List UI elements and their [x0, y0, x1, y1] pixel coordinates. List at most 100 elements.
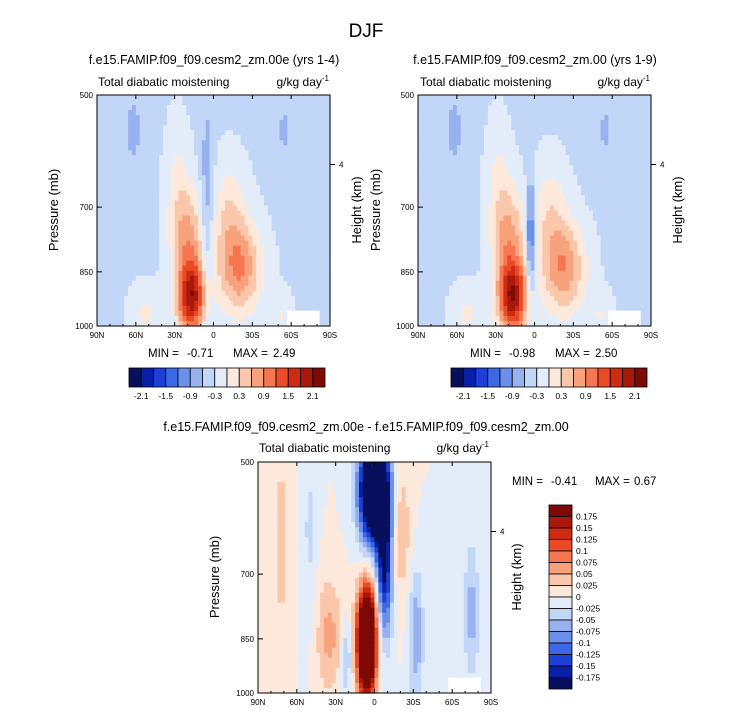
- heatmap-cell: [635, 115, 640, 121]
- heatmap-cell: [275, 240, 281, 247]
- heatmap-cell: [322, 270, 327, 277]
- heatmap-cell: [452, 150, 458, 156]
- heatmap-cell: [557, 150, 563, 156]
- heatmap-cell: [174, 260, 180, 267]
- heatmap-cell: [581, 205, 586, 212]
- heatmap-cell: [425, 230, 431, 237]
- heatmap-cell: [100, 235, 106, 242]
- heatmap-cell: [163, 295, 168, 302]
- heatmap-cell: [112, 125, 118, 131]
- heatmap-cell: [584, 180, 590, 186]
- heatmap-cell: [236, 120, 242, 126]
- heatmap-cell: [616, 145, 621, 151]
- heatmap-cell: [643, 120, 648, 126]
- heatmap-cell: [151, 255, 156, 262]
- heatmap-cell: [577, 170, 582, 176]
- heatmap-cell: [639, 165, 644, 171]
- heatmap-cell: [244, 175, 250, 181]
- heatmap-cell: [232, 235, 238, 242]
- heatmap-cell: [421, 115, 427, 121]
- heatmap-cell: [217, 145, 222, 151]
- heatmap-cell: [631, 110, 637, 116]
- heatmap-cell: [425, 245, 431, 252]
- heatmap-cell: [627, 205, 633, 212]
- heatmap-cell: [623, 125, 629, 131]
- heatmap-cell: [565, 140, 571, 146]
- heatmap-cell: [468, 110, 473, 116]
- heatmap-cell: [616, 115, 621, 121]
- heatmap-cell: [209, 300, 215, 307]
- heatmap-cell: [205, 100, 211, 106]
- heatmap-cell: [271, 145, 277, 151]
- heatmap-cell: [170, 290, 176, 297]
- heatmap-cell: [310, 175, 316, 181]
- heatmap-cell: [425, 130, 431, 136]
- heatmap-cell: [314, 140, 319, 146]
- heatmap-cell: [476, 125, 481, 131]
- heatmap-cell: [542, 145, 547, 151]
- heatmap-cell: [135, 125, 141, 131]
- heatmap-cell: [182, 250, 187, 257]
- heatmap-cell: [128, 250, 133, 257]
- heatmap-cell: [456, 145, 462, 151]
- heatmap-cell: [151, 315, 156, 322]
- heatmap-cell: [318, 210, 323, 217]
- heatmap-cell: [256, 320, 261, 327]
- heatmap-cell: [310, 140, 316, 146]
- heatmap-cell: [302, 150, 308, 156]
- heatmap-cell: [104, 180, 110, 186]
- heatmap-cell: [522, 150, 528, 156]
- heatmap-cell: [244, 100, 250, 106]
- heatmap-cell: [159, 275, 164, 282]
- heatmap-cell: [100, 100, 106, 106]
- heatmap-cell: [619, 190, 625, 197]
- heatmap-cell: [225, 115, 230, 121]
- heatmap-cell: [229, 200, 234, 207]
- heatmap-cell: [472, 95, 477, 101]
- heatmap-cell: [480, 235, 485, 242]
- heatmap-cell: [534, 170, 539, 176]
- heatmap-cell: [561, 190, 567, 197]
- heatmap-cell: [271, 150, 277, 156]
- heatmap-cell: [460, 200, 466, 207]
- heatmap-cell: [476, 110, 481, 116]
- heatmap-cell: [604, 175, 609, 181]
- heatmap-cell: [252, 145, 257, 151]
- heatmap-cell: [131, 215, 137, 222]
- heatmap-cell: [511, 230, 516, 237]
- heatmap-cell: [287, 130, 292, 136]
- heatmap-cell: [581, 260, 586, 267]
- heatmap-cell: [163, 160, 168, 166]
- heatmap-cell: [429, 155, 435, 161]
- heatmap-cell: [159, 190, 164, 197]
- heatmap-cell: [518, 265, 524, 272]
- heatmap-cell: [287, 225, 292, 232]
- heatmap-cell: [229, 125, 234, 131]
- heatmap-cell: [515, 265, 520, 272]
- heatmap-cell: [186, 230, 191, 237]
- heatmap-cell: [326, 175, 331, 181]
- heatmap-cell: [163, 240, 168, 247]
- heatmap-cell: [159, 280, 164, 287]
- heatmap-cell: [449, 215, 454, 222]
- heatmap-cell: [100, 270, 106, 277]
- heatmap-cell: [108, 275, 114, 282]
- heatmap-cell: [236, 185, 242, 192]
- heatmap-cell: [147, 245, 152, 252]
- heatmap-cell: [182, 245, 187, 252]
- heatmap-cell: [155, 175, 160, 181]
- heatmap-cell: [295, 120, 300, 126]
- heatmap-cell: [569, 150, 574, 156]
- heatmap-cell: [178, 205, 184, 212]
- heatmap-cell: [302, 195, 308, 202]
- heatmap-cell: [495, 145, 501, 151]
- heatmap-cell: [526, 140, 532, 146]
- heatmap-cell: [236, 215, 242, 222]
- heatmap-cell: [530, 225, 536, 232]
- heatmap-cell: [221, 265, 226, 272]
- heatmap-cell: [197, 135, 203, 141]
- heatmap-cell: [577, 235, 582, 242]
- heatmap-cell: [104, 240, 110, 247]
- heatmap-cell: [104, 305, 110, 312]
- heatmap-cell: [584, 235, 590, 242]
